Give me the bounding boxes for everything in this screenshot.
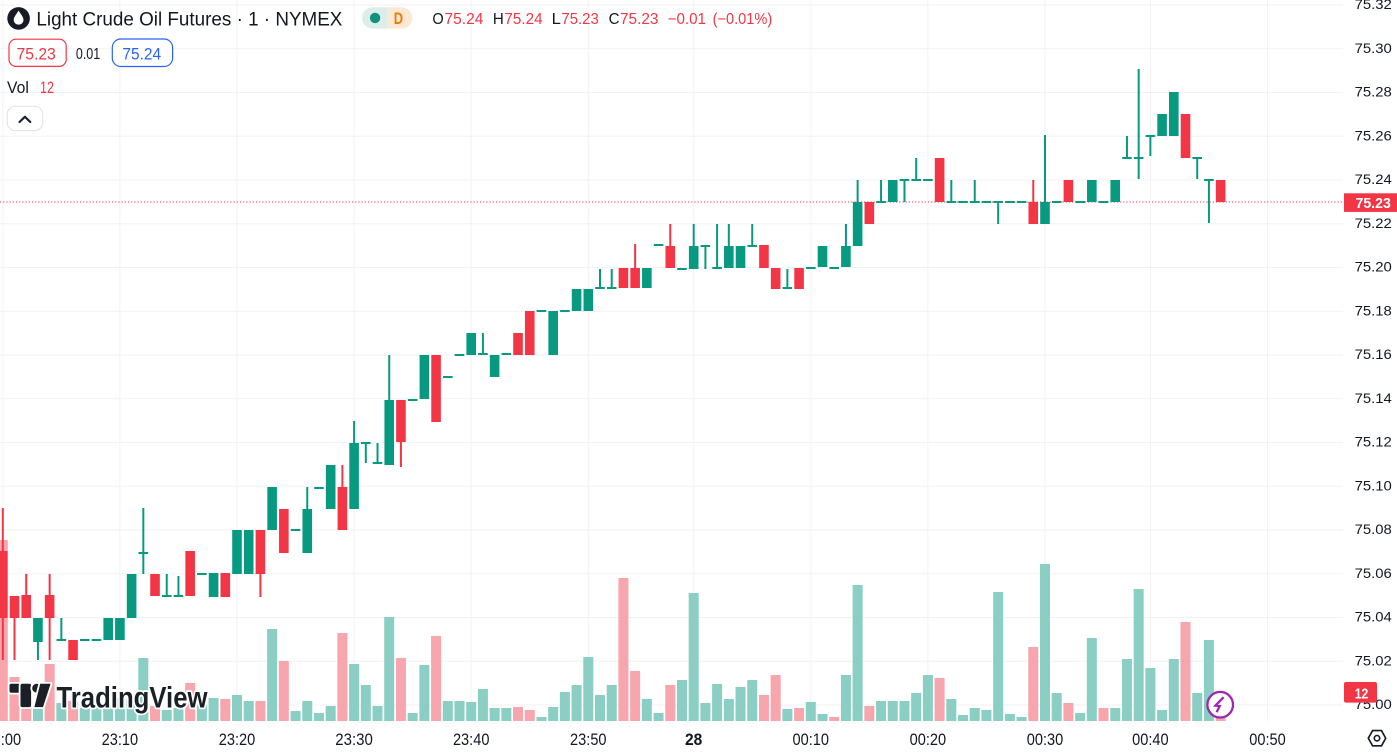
svg-text:L: L — [552, 11, 562, 28]
svg-text:75.10: 75.10 — [1355, 478, 1392, 493]
svg-text:12: 12 — [1355, 685, 1369, 702]
svg-text:75.24: 75.24 — [1355, 172, 1393, 187]
svg-text:75.28: 75.28 — [1355, 85, 1392, 100]
svg-text:75.24: 75.24 — [445, 11, 484, 28]
svg-text:75.20: 75.20 — [1355, 260, 1392, 275]
svg-text:75.22: 75.22 — [1355, 216, 1392, 231]
svg-text:23:30: 23:30 — [335, 731, 373, 749]
svg-text:75.26: 75.26 — [1355, 128, 1392, 143]
svg-text:75.02: 75.02 — [1355, 653, 1392, 668]
svg-text:75.30: 75.30 — [1355, 41, 1392, 56]
svg-text:12: 12 — [40, 79, 54, 97]
svg-text:75.08: 75.08 — [1355, 522, 1392, 537]
svg-text:75.16: 75.16 — [1355, 347, 1392, 362]
svg-text:75.04: 75.04 — [1355, 610, 1393, 625]
svg-text:75.32: 75.32 — [1355, 0, 1392, 12]
svg-text:23:50: 23:50 — [570, 731, 607, 749]
svg-text:H: H — [493, 11, 504, 28]
svg-text:TradingView: TradingView — [57, 681, 209, 714]
svg-text:O: O — [432, 11, 443, 28]
svg-text:75.18: 75.18 — [1355, 303, 1392, 318]
svg-text:00:20: 00:20 — [910, 731, 947, 749]
svg-text:23:20: 23:20 — [219, 731, 256, 749]
svg-text:Light Crude Oil Futures · 1 ·: Light Crude Oil Futures · 1 · NYMEX — [36, 10, 342, 31]
svg-text:Vol: Vol — [7, 79, 29, 97]
svg-text:D: D — [394, 10, 403, 28]
svg-text:00:50: 00:50 — [1249, 731, 1286, 749]
svg-text:28: 28 — [685, 731, 702, 749]
svg-text:0.01: 0.01 — [76, 46, 100, 63]
svg-text:23:00: 23:00 — [0, 731, 21, 749]
svg-text:00:10: 00:10 — [793, 731, 830, 749]
svg-text:00:30: 00:30 — [1027, 731, 1064, 749]
svg-text:−0.01: −0.01 — [668, 11, 706, 28]
svg-text:C: C — [609, 11, 620, 28]
svg-text:23:40: 23:40 — [453, 731, 490, 749]
svg-text:75.06: 75.06 — [1355, 566, 1392, 581]
svg-text:23:10: 23:10 — [102, 731, 139, 749]
svg-text:75.24: 75.24 — [504, 11, 543, 28]
svg-text:75.23: 75.23 — [1356, 195, 1391, 212]
svg-text:00:40: 00:40 — [1132, 731, 1169, 749]
svg-text:75.24: 75.24 — [122, 44, 161, 63]
svg-text:75.12: 75.12 — [1355, 435, 1392, 450]
svg-text:(−0.01%): (−0.01%) — [713, 11, 773, 28]
svg-text:75.23: 75.23 — [17, 44, 56, 63]
svg-text:75.14: 75.14 — [1355, 391, 1393, 406]
svg-text:75.23: 75.23 — [620, 11, 658, 28]
svg-text:75.23: 75.23 — [561, 11, 598, 28]
